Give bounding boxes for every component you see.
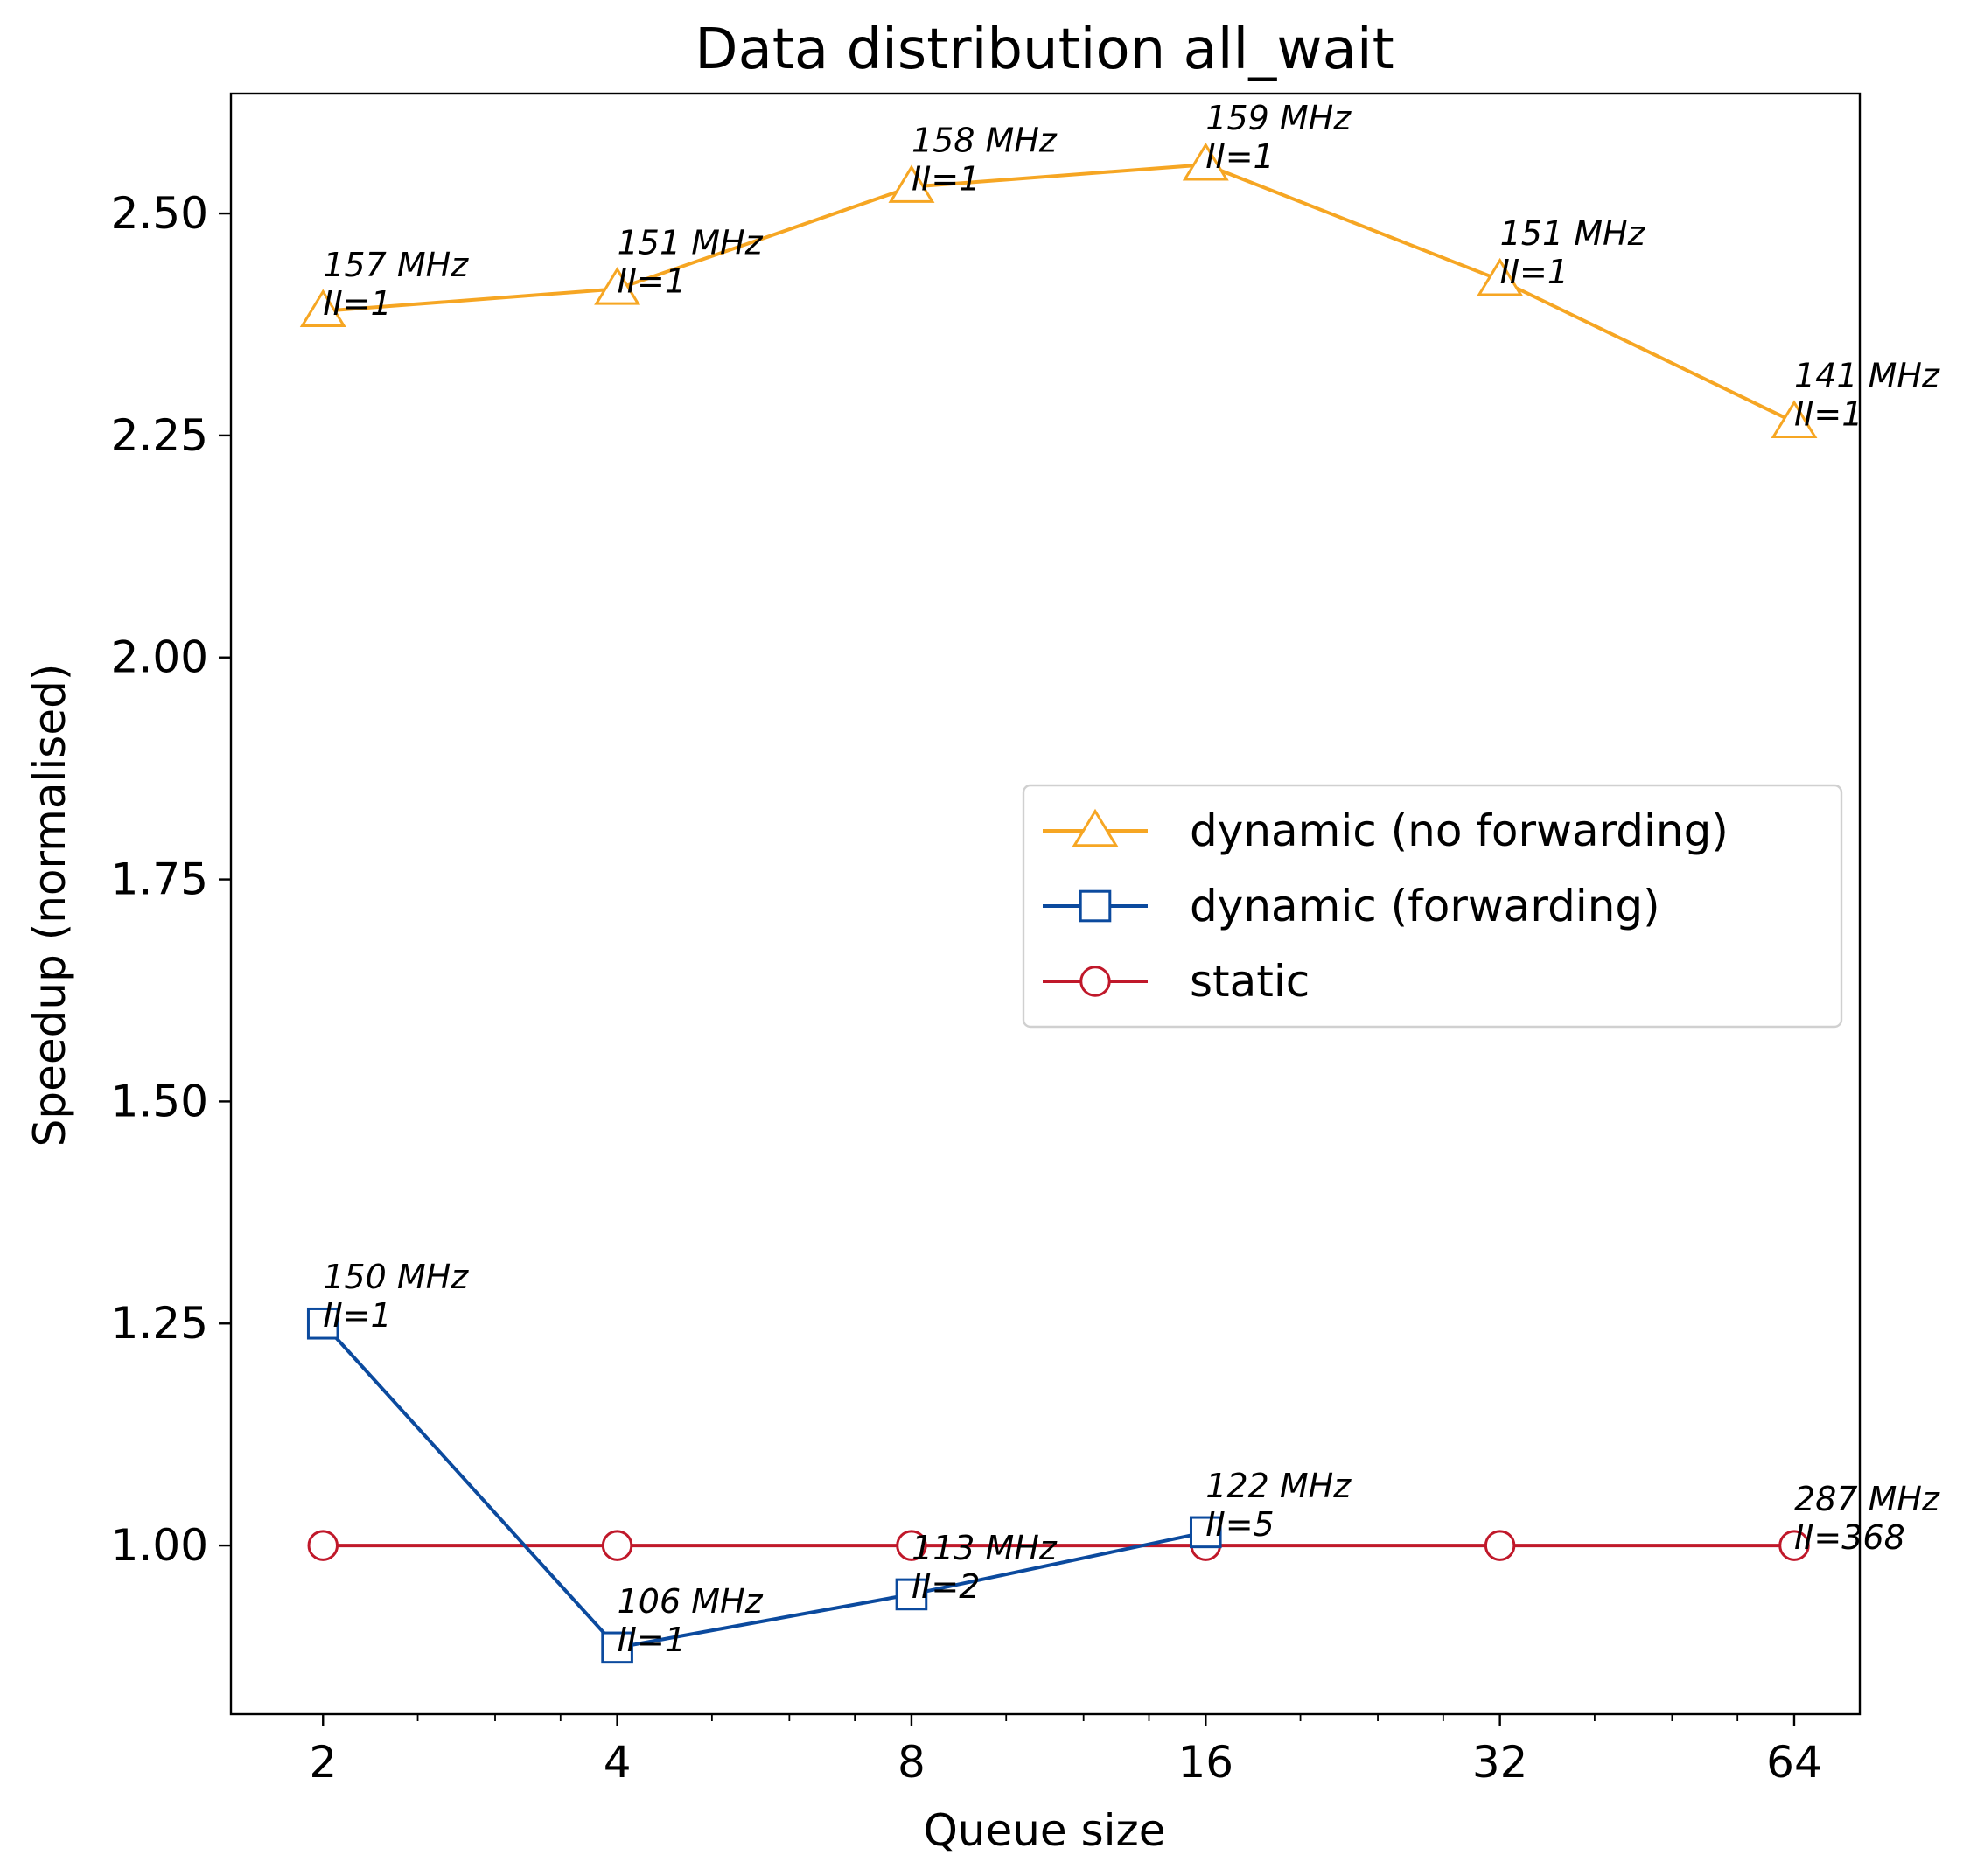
data-point-static: [896, 1530, 927, 1561]
data-label: II=5: [1205, 1505, 1274, 1544]
data-label: 106 MHz: [618, 1582, 764, 1621]
y-tick-label: 1.00: [111, 1520, 208, 1571]
data-label: 122 MHz: [1205, 1467, 1352, 1505]
x-axis-label: Queue size: [923, 1805, 1165, 1856]
data-label: II=1: [323, 1296, 391, 1335]
x-tick-label: 2: [309, 1737, 337, 1788]
y-tick-label: 1.25: [111, 1298, 208, 1349]
data-point-static: [307, 1530, 339, 1561]
data-point-dynamic-no-forwarding: [1477, 257, 1524, 296]
data-label: II=1: [1794, 395, 1862, 434]
data-label: 150 MHz: [323, 1258, 469, 1296]
data-label: 287 MHz: [1794, 1480, 1940, 1518]
data-point-dynamic-forwarding: [306, 1307, 339, 1340]
data-label: 158 MHz: [912, 122, 1058, 160]
data-label: II=1: [1500, 253, 1568, 291]
y-tick-label: 2.00: [111, 632, 208, 683]
y-tick-label: 2.25: [111, 410, 208, 461]
data-point-dynamic-no-forwarding: [594, 267, 641, 305]
data-point-static: [1484, 1530, 1516, 1561]
data-point-dynamic-no-forwarding: [888, 164, 935, 203]
data-point-dynamic-no-forwarding: [299, 289, 346, 328]
legend-label: static: [1190, 956, 1310, 1007]
data-point-dynamic-forwarding: [1189, 1516, 1222, 1549]
y-tick-label: 1.50: [111, 1076, 208, 1126]
legend-marker-dynamic-no-forwarding: [1072, 808, 1119, 847]
y-tick-label: 1.75: [111, 854, 208, 905]
x-tick-label: 8: [898, 1737, 926, 1788]
plot-area: 1.00 1.25 1.50 1.75 2.00 2.25 2.50 2 4 8 16 32 64 157…: [111, 92, 1940, 1788]
legend-label: dynamic (forwarding): [1190, 881, 1660, 931]
legend-marker-static: [1079, 966, 1111, 997]
data-label: 151 MHz: [1500, 214, 1646, 253]
data-label: II=1: [618, 262, 686, 300]
legend-marker-dynamic-forwarding: [1079, 889, 1112, 923]
y-axis-label: Speedup (normalised): [24, 664, 75, 1147]
data-label: II=1: [323, 284, 391, 323]
data-label: II=1: [1205, 137, 1274, 176]
data-label: II=368: [1794, 1518, 1905, 1557]
legend: dynamic (no forwarding) dynamic (forwardi…: [1022, 784, 1843, 1029]
plot-frame: [229, 92, 1862, 1716]
data-point-dynamic-forwarding: [895, 1578, 928, 1611]
data-point-dynamic-no-forwarding: [1771, 400, 1818, 438]
data-label: II=2: [912, 1567, 980, 1606]
series-line-dynamic-no-forwarding: [323, 163, 1795, 424]
y-tick-label: 2.50: [111, 188, 208, 239]
data-label: 151 MHz: [618, 223, 764, 262]
series-line-dynamic-forwarding: [321, 1322, 1206, 1649]
data-point-dynamic-no-forwarding: [1182, 142, 1229, 181]
data-label: 159 MHz: [1205, 99, 1352, 137]
data-label: 141 MHz: [1794, 357, 1940, 395]
chart-title: Data distribution all_wait: [695, 17, 1394, 82]
data-label: II=1: [618, 1621, 686, 1659]
x-tick-label: 16: [1177, 1737, 1233, 1788]
data-point-static: [601, 1530, 633, 1561]
legend-box: [1022, 784, 1843, 1029]
data-point-static: [1778, 1530, 1810, 1561]
data-label: II=1: [912, 160, 980, 199]
x-tick-label: 4: [604, 1737, 632, 1788]
data-label: 157 MHz: [323, 246, 469, 284]
data-point-dynamic-forwarding: [601, 1631, 633, 1664]
x-tick-label: 32: [1472, 1737, 1528, 1788]
legend-label: dynamic (no forwarding): [1190, 805, 1729, 856]
data-label: 113 MHz: [912, 1529, 1058, 1567]
x-tick-label: 64: [1766, 1737, 1822, 1788]
